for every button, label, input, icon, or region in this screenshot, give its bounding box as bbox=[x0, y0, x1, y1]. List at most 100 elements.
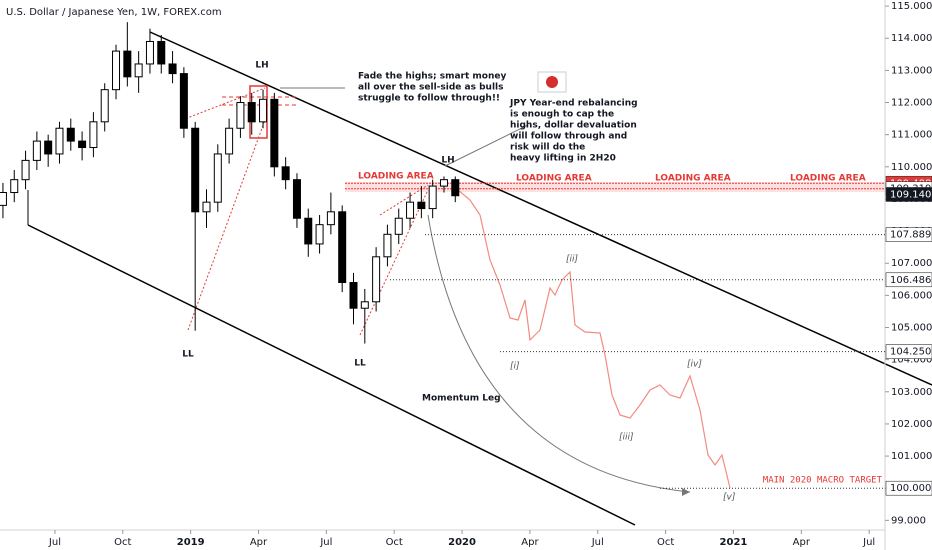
y-tick-label: 101.000 bbox=[891, 451, 932, 462]
candle-body bbox=[78, 140, 87, 149]
x-tick-label: 2020 bbox=[448, 537, 476, 548]
jpy-note: JPY Year-end rebalancing bbox=[509, 99, 638, 109]
level-text: 104.250 bbox=[890, 347, 931, 358]
candle-body bbox=[451, 179, 460, 197]
candle-body bbox=[32, 140, 41, 161]
candle-body bbox=[66, 127, 75, 142]
x-tick-label: Oct bbox=[657, 537, 674, 548]
last-price-box bbox=[885, 187, 932, 202]
y-tick-label: 110.000 bbox=[891, 162, 932, 173]
jpy-note: heavy lifting in 2H20 bbox=[510, 154, 616, 164]
target-label: MAIN 2020 MACRO TARGET bbox=[763, 476, 883, 486]
candle-body bbox=[134, 63, 143, 78]
candle-body bbox=[292, 179, 301, 219]
candle-body bbox=[191, 127, 200, 213]
x-tick-label: Apr bbox=[250, 537, 268, 548]
x-tick-label: Jul bbox=[319, 537, 332, 548]
structure-line bbox=[181, 87, 266, 121]
last-price-text: 109.140 bbox=[890, 189, 931, 200]
level-box bbox=[885, 272, 932, 288]
lh-label: LH bbox=[255, 61, 268, 71]
level-text: 100.000 bbox=[890, 483, 931, 494]
candle-body bbox=[44, 140, 53, 155]
momentum-label: Momentum Leg bbox=[422, 394, 501, 404]
y-tick-label: 106.000 bbox=[891, 290, 932, 301]
level-box bbox=[885, 480, 932, 496]
candle-body bbox=[394, 217, 403, 235]
candle-body bbox=[0, 192, 7, 206]
structure-line bbox=[187, 119, 266, 331]
arrow-head bbox=[682, 488, 690, 496]
candle-body bbox=[112, 50, 121, 91]
candle-body bbox=[326, 211, 335, 226]
jpy-note: is enough to cap the bbox=[510, 110, 614, 120]
candle-body bbox=[428, 185, 437, 210]
y-tick-label: 113.000 bbox=[891, 65, 932, 76]
y-tick-label: 112.000 bbox=[891, 98, 932, 109]
x-tick-label: Apr bbox=[521, 537, 539, 548]
candle-body bbox=[21, 159, 30, 181]
y-tick-label: 102.000 bbox=[891, 419, 932, 430]
wave-label: [ii] bbox=[566, 255, 579, 265]
candle-body bbox=[202, 201, 211, 213]
loading-label: LOADING AREA bbox=[790, 174, 866, 184]
y-tick-label: 103.000 bbox=[891, 387, 932, 398]
y-tick-label: 104.000 bbox=[891, 355, 932, 366]
candle-body bbox=[259, 98, 268, 123]
x-tick-label: 2021 bbox=[720, 537, 748, 548]
projection bbox=[457, 189, 731, 489]
x-tick-label: Apr bbox=[793, 537, 811, 548]
level-text: 107.889 bbox=[890, 230, 931, 241]
candle-body bbox=[338, 211, 347, 284]
candle-body bbox=[168, 63, 177, 75]
jpy-note: highs, dollar devaluation bbox=[510, 121, 637, 131]
flag-sun bbox=[546, 76, 558, 88]
x-tick-label: Jul bbox=[862, 537, 875, 548]
chart-title: U.S. Dollar / Japanese Yen, 1W, FOREX.co… bbox=[6, 7, 222, 18]
y-tick-label: 105.000 bbox=[891, 323, 932, 334]
candle-body bbox=[383, 233, 392, 258]
pointer bbox=[444, 124, 529, 167]
structure-line bbox=[379, 184, 429, 216]
wave-label: [iii] bbox=[619, 433, 634, 443]
fade-note: all over the sell-side as bulls bbox=[358, 83, 503, 93]
candle-body bbox=[417, 201, 426, 210]
x-tick-label: Oct bbox=[386, 537, 403, 548]
candle-body bbox=[145, 40, 154, 65]
candle-body bbox=[123, 50, 132, 78]
level-text: 106.486 bbox=[890, 275, 931, 286]
ll-label: LL bbox=[354, 359, 366, 369]
candle-body bbox=[372, 256, 381, 303]
structure-line bbox=[359, 189, 429, 336]
ll-label: LL bbox=[182, 350, 194, 360]
y-tick-label: 115.000 bbox=[891, 1, 932, 12]
candle-body bbox=[406, 201, 415, 219]
wave-label: [v] bbox=[723, 493, 736, 503]
y-tick-label: 99.000 bbox=[891, 515, 926, 526]
candle-body bbox=[179, 73, 188, 129]
jpy-note: will follow through and bbox=[510, 132, 627, 142]
y-tick-label: 111.000 bbox=[891, 130, 932, 141]
level-box bbox=[885, 344, 932, 359]
candle-body bbox=[10, 179, 19, 194]
lh-label: LH bbox=[441, 156, 454, 166]
candle-body bbox=[100, 89, 109, 123]
candle-body bbox=[213, 153, 222, 203]
x-tick-label: 2019 bbox=[177, 537, 205, 548]
y-tick-label: 107.000 bbox=[891, 258, 932, 269]
candle-body bbox=[157, 40, 166, 65]
lower-channel bbox=[27, 224, 636, 526]
wave-label: [i] bbox=[510, 362, 520, 372]
x-tick-label: Oct bbox=[114, 537, 131, 548]
fade-note: Fade the highs; smart money bbox=[358, 72, 507, 82]
candle-body bbox=[247, 102, 256, 123]
loading-label: LOADING AREA bbox=[358, 172, 434, 182]
level-box bbox=[885, 227, 932, 242]
candle-body bbox=[315, 224, 324, 245]
loading-band bbox=[345, 182, 885, 192]
x-tick-label: Jul bbox=[48, 537, 61, 548]
candle-body bbox=[360, 301, 369, 309]
loading-label: LOADING AREA bbox=[516, 174, 592, 184]
candle-body bbox=[281, 166, 290, 181]
